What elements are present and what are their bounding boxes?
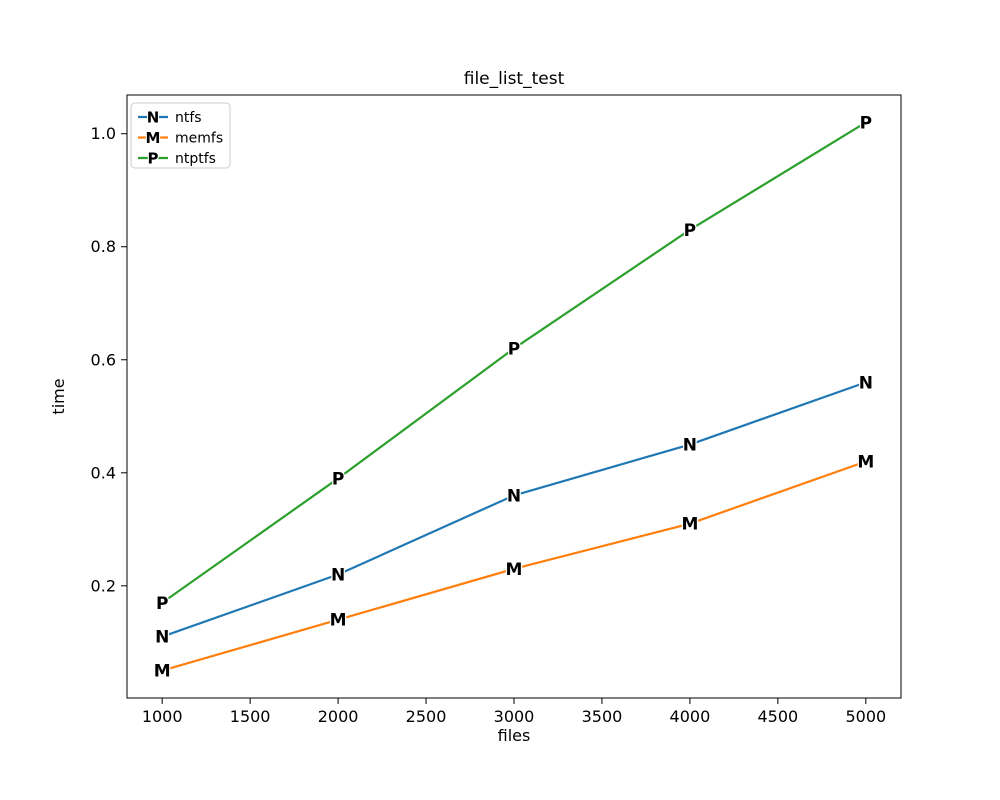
legend-box (130, 102, 231, 169)
marker-ntptfs: P (508, 339, 520, 359)
x-tick-label: 1000 (142, 707, 183, 726)
legend-label-ntfs: ntfs (175, 110, 202, 126)
marker-ntfs: N (331, 566, 345, 586)
x-tick-label: 3500 (582, 707, 623, 726)
y-axis-label: time (49, 378, 68, 414)
plot-area: 1000 1500 2000 2500 3000 3500 4000 4500 5000 0.2 0… (91, 94, 902, 726)
legend-label-memfs: memfs (175, 131, 223, 147)
marker-memfs: M (154, 662, 171, 682)
x-tick-label: 2500 (406, 707, 447, 726)
x-tick-label: 1500 (230, 707, 271, 726)
legend-label-ntptfs: ntptfs (175, 151, 216, 167)
marker-memfs: M (330, 611, 347, 631)
line-ntfs (161, 381, 867, 638)
marker-ntfs: N (507, 486, 521, 506)
x-tick-label: 4500 (758, 707, 799, 726)
y-tick-label: 0.6 (91, 350, 116, 369)
marker-ntptfs: P (684, 221, 696, 241)
marker-memfs: M (857, 452, 874, 472)
marker-ntptfs: P (156, 594, 168, 614)
x-tick-label: 3000 (494, 707, 535, 726)
y-tick-label: 1.0 (91, 124, 116, 143)
legend-marker-icon-ntptfs: P (148, 150, 159, 168)
y-tick-label: 0.4 (91, 463, 116, 482)
marker-memfs: M (681, 515, 698, 535)
x-axis-label: files (498, 726, 531, 745)
x-tick-label: 5000 (845, 707, 886, 726)
x-tick-label: 4000 (670, 707, 711, 726)
legend-marker-icon-memfs: M (146, 129, 161, 147)
y-tick-label: 0.2 (91, 576, 116, 595)
marker-ntptfs: P (332, 469, 344, 489)
marker-ntptfs: P (860, 113, 872, 133)
x-tick-label: 2000 (318, 707, 359, 726)
line-ntptfs (161, 121, 867, 604)
marker-memfs: M (506, 560, 523, 580)
marker-ntfs: N (155, 628, 169, 648)
y-tick-label: 0.8 (91, 237, 116, 256)
marker-ntfs: N (683, 436, 697, 456)
marker-ntfs: N (859, 373, 873, 393)
line-memfs (161, 460, 867, 672)
chart-title: file_list_test (464, 69, 565, 89)
legend-marker-icon-ntfs: N (147, 109, 160, 127)
